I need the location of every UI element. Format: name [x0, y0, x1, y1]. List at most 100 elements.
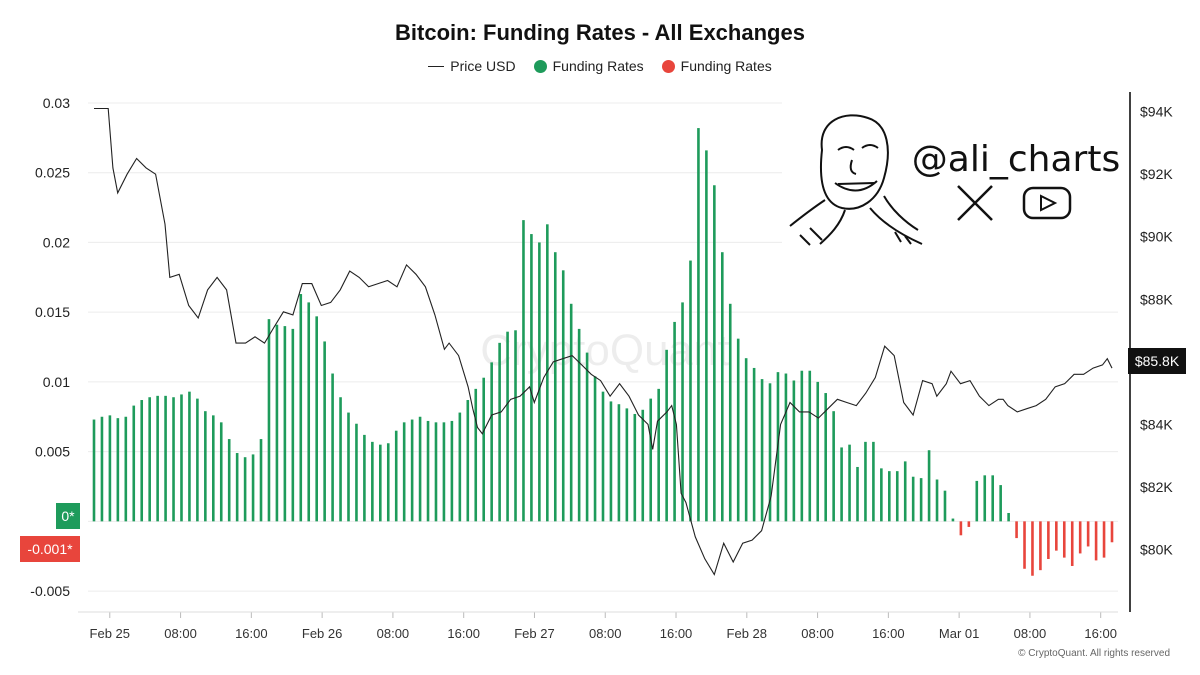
funding-bar-positive: [736, 338, 740, 522]
funding-bar-positive: [561, 270, 565, 522]
funding-bar-positive: [538, 242, 541, 522]
author-watermark: @ali_charts: [782, 96, 1120, 246]
legend-item-funding-negative[interactable]: Funding Rates: [661, 58, 772, 74]
funding-bar-positive: [919, 478, 923, 522]
x-tick-label: 08:00: [801, 626, 834, 641]
funding-bar-positive: [935, 479, 939, 522]
x-tick-label: Mar 01: [939, 626, 979, 641]
svg-text:0*: 0*: [61, 508, 75, 524]
zero-badge: 0*: [56, 503, 80, 529]
funding-bar-positive: [546, 224, 549, 522]
funding-bar-positive: [474, 388, 478, 522]
funding-bar-positive: [92, 419, 96, 522]
funding-bar-positive: [434, 422, 438, 522]
chart-title: Bitcoin: Funding Rates - All Exchanges: [395, 20, 805, 45]
last-price-badge: $85.8K: [1128, 348, 1186, 374]
funding-bar-positive: [379, 444, 382, 522]
funding-bar-positive: [116, 418, 120, 522]
funding-bar-negative: [959, 521, 963, 536]
funding-bar-positive: [347, 412, 350, 522]
funding-bar-positive: [641, 409, 645, 522]
funding-bar-positive: [148, 397, 151, 522]
funding-bar-positive: [784, 373, 788, 522]
funding-bar-positive: [442, 422, 446, 522]
funding-bars: [92, 128, 1114, 576]
funding-bar-positive: [728, 303, 732, 522]
funding-bar-positive: [752, 367, 756, 522]
funding-bar-positive: [410, 419, 414, 522]
price-line: [94, 107, 1113, 576]
funding-bar-positive: [705, 150, 708, 522]
y-right-tick-label: $90K: [1140, 229, 1173, 245]
funding-bar-negative: [1039, 521, 1042, 571]
x-tick-label: 16:00: [660, 626, 693, 641]
funding-bar-positive: [689, 260, 692, 522]
funding-bar-positive: [227, 439, 231, 522]
funding-bar-positive: [188, 391, 191, 522]
price-line-swatch: [428, 65, 445, 67]
funding-bar-positive: [713, 185, 716, 522]
y-left-tick-label: -0.005: [30, 583, 70, 599]
funding-bar-positive: [951, 518, 955, 522]
funding-bar-negative: [1086, 521, 1090, 547]
legend-label-funding-positive: Funding Rates: [552, 58, 644, 74]
cryptoquant-watermark: CryptoQuant: [480, 326, 729, 375]
y-right-tick-label: $82K: [1140, 479, 1173, 495]
funding-bar-positive: [522, 220, 525, 522]
funding-bar-positive: [259, 439, 263, 522]
funding-bar-positive: [331, 373, 334, 522]
funding-bar-positive: [768, 383, 772, 522]
funding-bar-positive: [355, 423, 358, 522]
funding-bar-positive: [609, 401, 613, 522]
funding-bar-positive: [315, 316, 318, 522]
funding-bar-positive: [633, 413, 637, 522]
y-right-tick-label: $80K: [1140, 541, 1173, 557]
funding-bar-positive: [872, 441, 875, 522]
funding-bar-negative: [1015, 521, 1018, 539]
legend-item-price[interactable]: Price USD: [428, 58, 516, 74]
svg-text:$85.8K: $85.8K: [1135, 353, 1180, 369]
funding-bar-negative: [1031, 521, 1034, 576]
y-left-tick-label: 0.01: [43, 374, 70, 390]
funding-bar-positive: [514, 330, 517, 522]
funding-bar-positive: [371, 441, 374, 522]
funding-bar-positive: [418, 416, 422, 522]
funding-bar-positive: [394, 430, 398, 522]
funding-bar-positive: [625, 408, 629, 522]
funding-bar-positive: [307, 302, 311, 522]
x-tick-label: 08:00: [589, 626, 622, 641]
y-left-tick-label: 0.03: [43, 95, 70, 111]
funding-bar-positive: [832, 411, 835, 522]
funding-bar-positive: [800, 370, 804, 522]
x-axis-labels: Feb 25 08:00 16:00 Feb 26 08:00 16:00 Feb 27 08…: [78, 611, 1118, 641]
x-tick-label: Feb 26: [302, 626, 342, 641]
x-tick-label: Feb 27: [514, 626, 554, 641]
funding-bar-positive: [864, 441, 867, 522]
x-tick-label: 08:00: [1014, 626, 1047, 641]
funding-bar-positive: [323, 341, 326, 522]
meme-face-icon: [789, 114, 923, 246]
x-tick-label: 08:00: [377, 626, 410, 641]
funding-bar-positive: [243, 457, 247, 522]
x-tick-label: Feb 25: [90, 626, 130, 641]
x-tick-label: 16:00: [447, 626, 480, 641]
funding-bar-positive: [108, 415, 112, 522]
legend-item-funding-positive[interactable]: Funding Rates: [533, 58, 644, 74]
funding-bar-positive: [848, 444, 851, 522]
funding-bar-positive: [498, 342, 501, 522]
funding-bar-negative: [1055, 521, 1058, 551]
funding-bar-positive: [697, 128, 700, 522]
funding-bar-negative: [1110, 521, 1114, 543]
funding-bar-positive: [577, 328, 581, 522]
y-right-tick-label: $88K: [1140, 291, 1173, 307]
funding-bar-positive: [649, 398, 653, 522]
funding-bar-positive: [617, 404, 621, 522]
funding-bar-positive: [824, 393, 827, 522]
funding-bar-positive: [999, 485, 1002, 522]
funding-bar-positive: [808, 370, 812, 522]
funding-bar-positive: [1007, 512, 1010, 522]
funding-bar-positive: [983, 475, 987, 522]
funding-bar-positive: [363, 434, 366, 522]
copyright-footer: © CryptoQuant. All rights reserved: [1018, 648, 1170, 659]
funding-bar-positive: [840, 447, 843, 522]
